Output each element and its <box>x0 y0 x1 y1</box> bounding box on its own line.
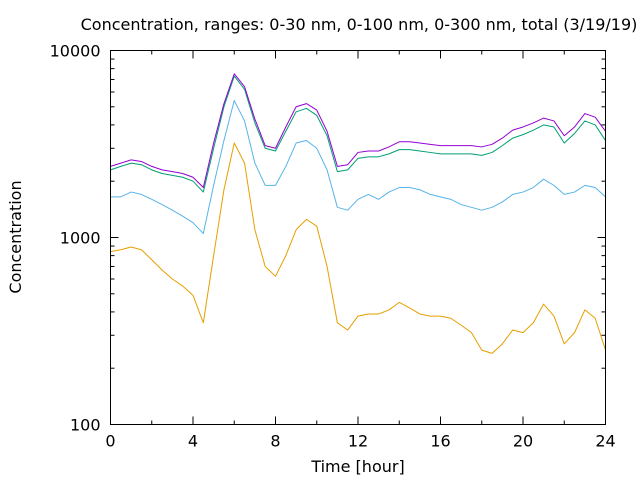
series-line-2 <box>110 100 606 235</box>
series-line-3 <box>110 75 606 193</box>
axis-ticks: 0 4 8 12 16 20 24 100 1000 10000 <box>50 42 616 451</box>
series-line-4 <box>110 73 606 189</box>
series-line-1 <box>110 142 606 354</box>
x-axis-label: Time [hour] <box>310 457 404 476</box>
y-axis-label: Concentration <box>6 180 25 293</box>
x-tick-label: 20 <box>513 432 533 451</box>
x-tick-label: 12 <box>348 432 368 451</box>
y-tick-label: 10000 <box>50 42 101 61</box>
y-tick-label: 1000 <box>60 229 101 248</box>
x-tick-label: 0 <box>105 432 115 451</box>
series-group <box>110 73 606 354</box>
plot-frame <box>110 50 606 425</box>
y-tick-label: 100 <box>70 416 101 435</box>
x-tick-label: 4 <box>188 432 198 451</box>
x-tick-label: 16 <box>430 432 450 451</box>
x-tick-label: 8 <box>270 432 280 451</box>
chart-title: Concentration, ranges: 0-30 nm, 0-100 nm… <box>81 15 638 34</box>
x-tick-label: 24 <box>595 432 615 451</box>
